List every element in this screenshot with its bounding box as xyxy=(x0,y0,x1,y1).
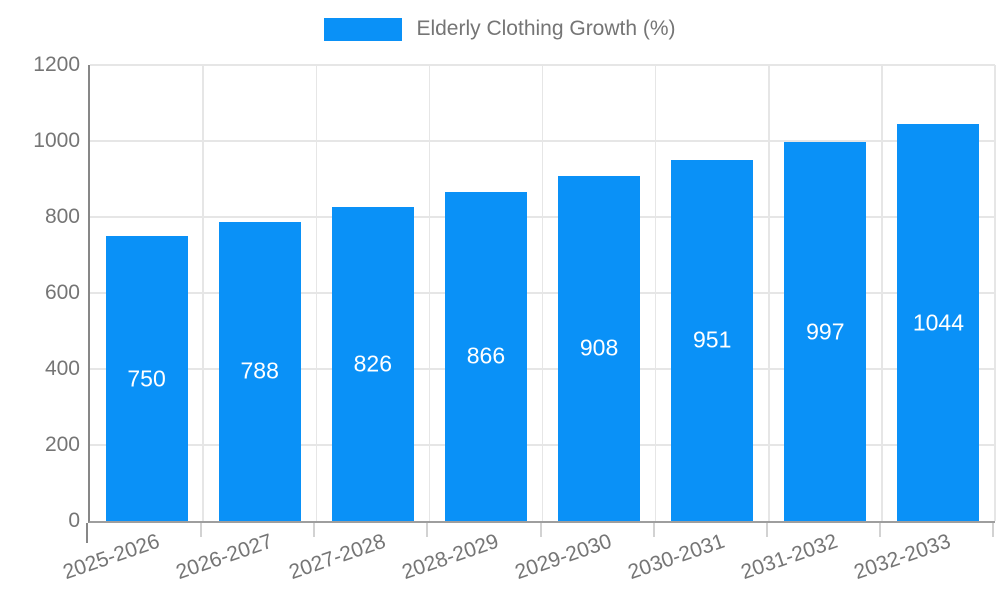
x-tick xyxy=(878,523,881,537)
y-tick-label: 800 xyxy=(44,205,80,228)
x-tick xyxy=(313,523,316,537)
gridline-v xyxy=(541,65,544,521)
bar[interactable]: 951 xyxy=(671,159,754,521)
bar-value-label: 951 xyxy=(693,326,732,353)
plot-area: 750 788 826 866 908 951 997 1044 xyxy=(88,64,996,523)
bar[interactable]: 997 xyxy=(784,142,867,521)
gridline-v xyxy=(428,65,431,521)
bar-value-label: 750 xyxy=(127,365,166,391)
x-tick xyxy=(765,523,768,537)
x-tick xyxy=(652,523,655,537)
y-tick-label: 0 xyxy=(68,509,80,532)
x-axis: 2025-2026 2026-2027 2027-2028 2028-2029 2029… xyxy=(60,523,994,600)
legend-swatch xyxy=(324,17,403,41)
x-tick xyxy=(992,523,994,537)
bar-value-label: 908 xyxy=(579,334,619,361)
gridline-v xyxy=(994,65,996,521)
y-axis-labels: 0 200 400 600 800 1000 1200 xyxy=(0,53,80,532)
y-tick-label: 600 xyxy=(44,281,80,304)
bar[interactable]: 866 xyxy=(444,191,527,521)
bar[interactable]: 826 xyxy=(331,207,414,521)
bar-value-label: 866 xyxy=(466,342,506,369)
y-tick-label: 400 xyxy=(44,357,80,380)
legend-label: Elderly Clothing Growth (%) xyxy=(416,17,676,40)
legend: Elderly Clothing Growth (%) xyxy=(0,17,1000,41)
x-tick xyxy=(539,523,542,537)
gridline-v xyxy=(315,65,317,521)
bar[interactable]: 1044 xyxy=(897,124,980,521)
x-tick xyxy=(426,523,429,537)
gridline-v xyxy=(654,65,657,521)
y-tick-label: 1200 xyxy=(33,53,80,76)
bar-value-label: 997 xyxy=(806,318,845,345)
gridline-v xyxy=(881,65,883,521)
y-tick-label: 1000 xyxy=(33,129,80,152)
y-tick-label: 200 xyxy=(44,433,80,456)
bar-value-label: 1044 xyxy=(912,309,965,336)
x-tick xyxy=(86,523,88,543)
bar-value-label: 826 xyxy=(353,350,392,377)
bar[interactable]: 908 xyxy=(558,175,641,521)
bar-value-label: 788 xyxy=(240,357,279,384)
gridline-v xyxy=(768,65,770,521)
x-tick xyxy=(200,523,203,537)
bar[interactable]: 788 xyxy=(218,221,301,521)
gridline-v xyxy=(202,65,204,521)
bar[interactable]: 750 xyxy=(105,236,188,521)
